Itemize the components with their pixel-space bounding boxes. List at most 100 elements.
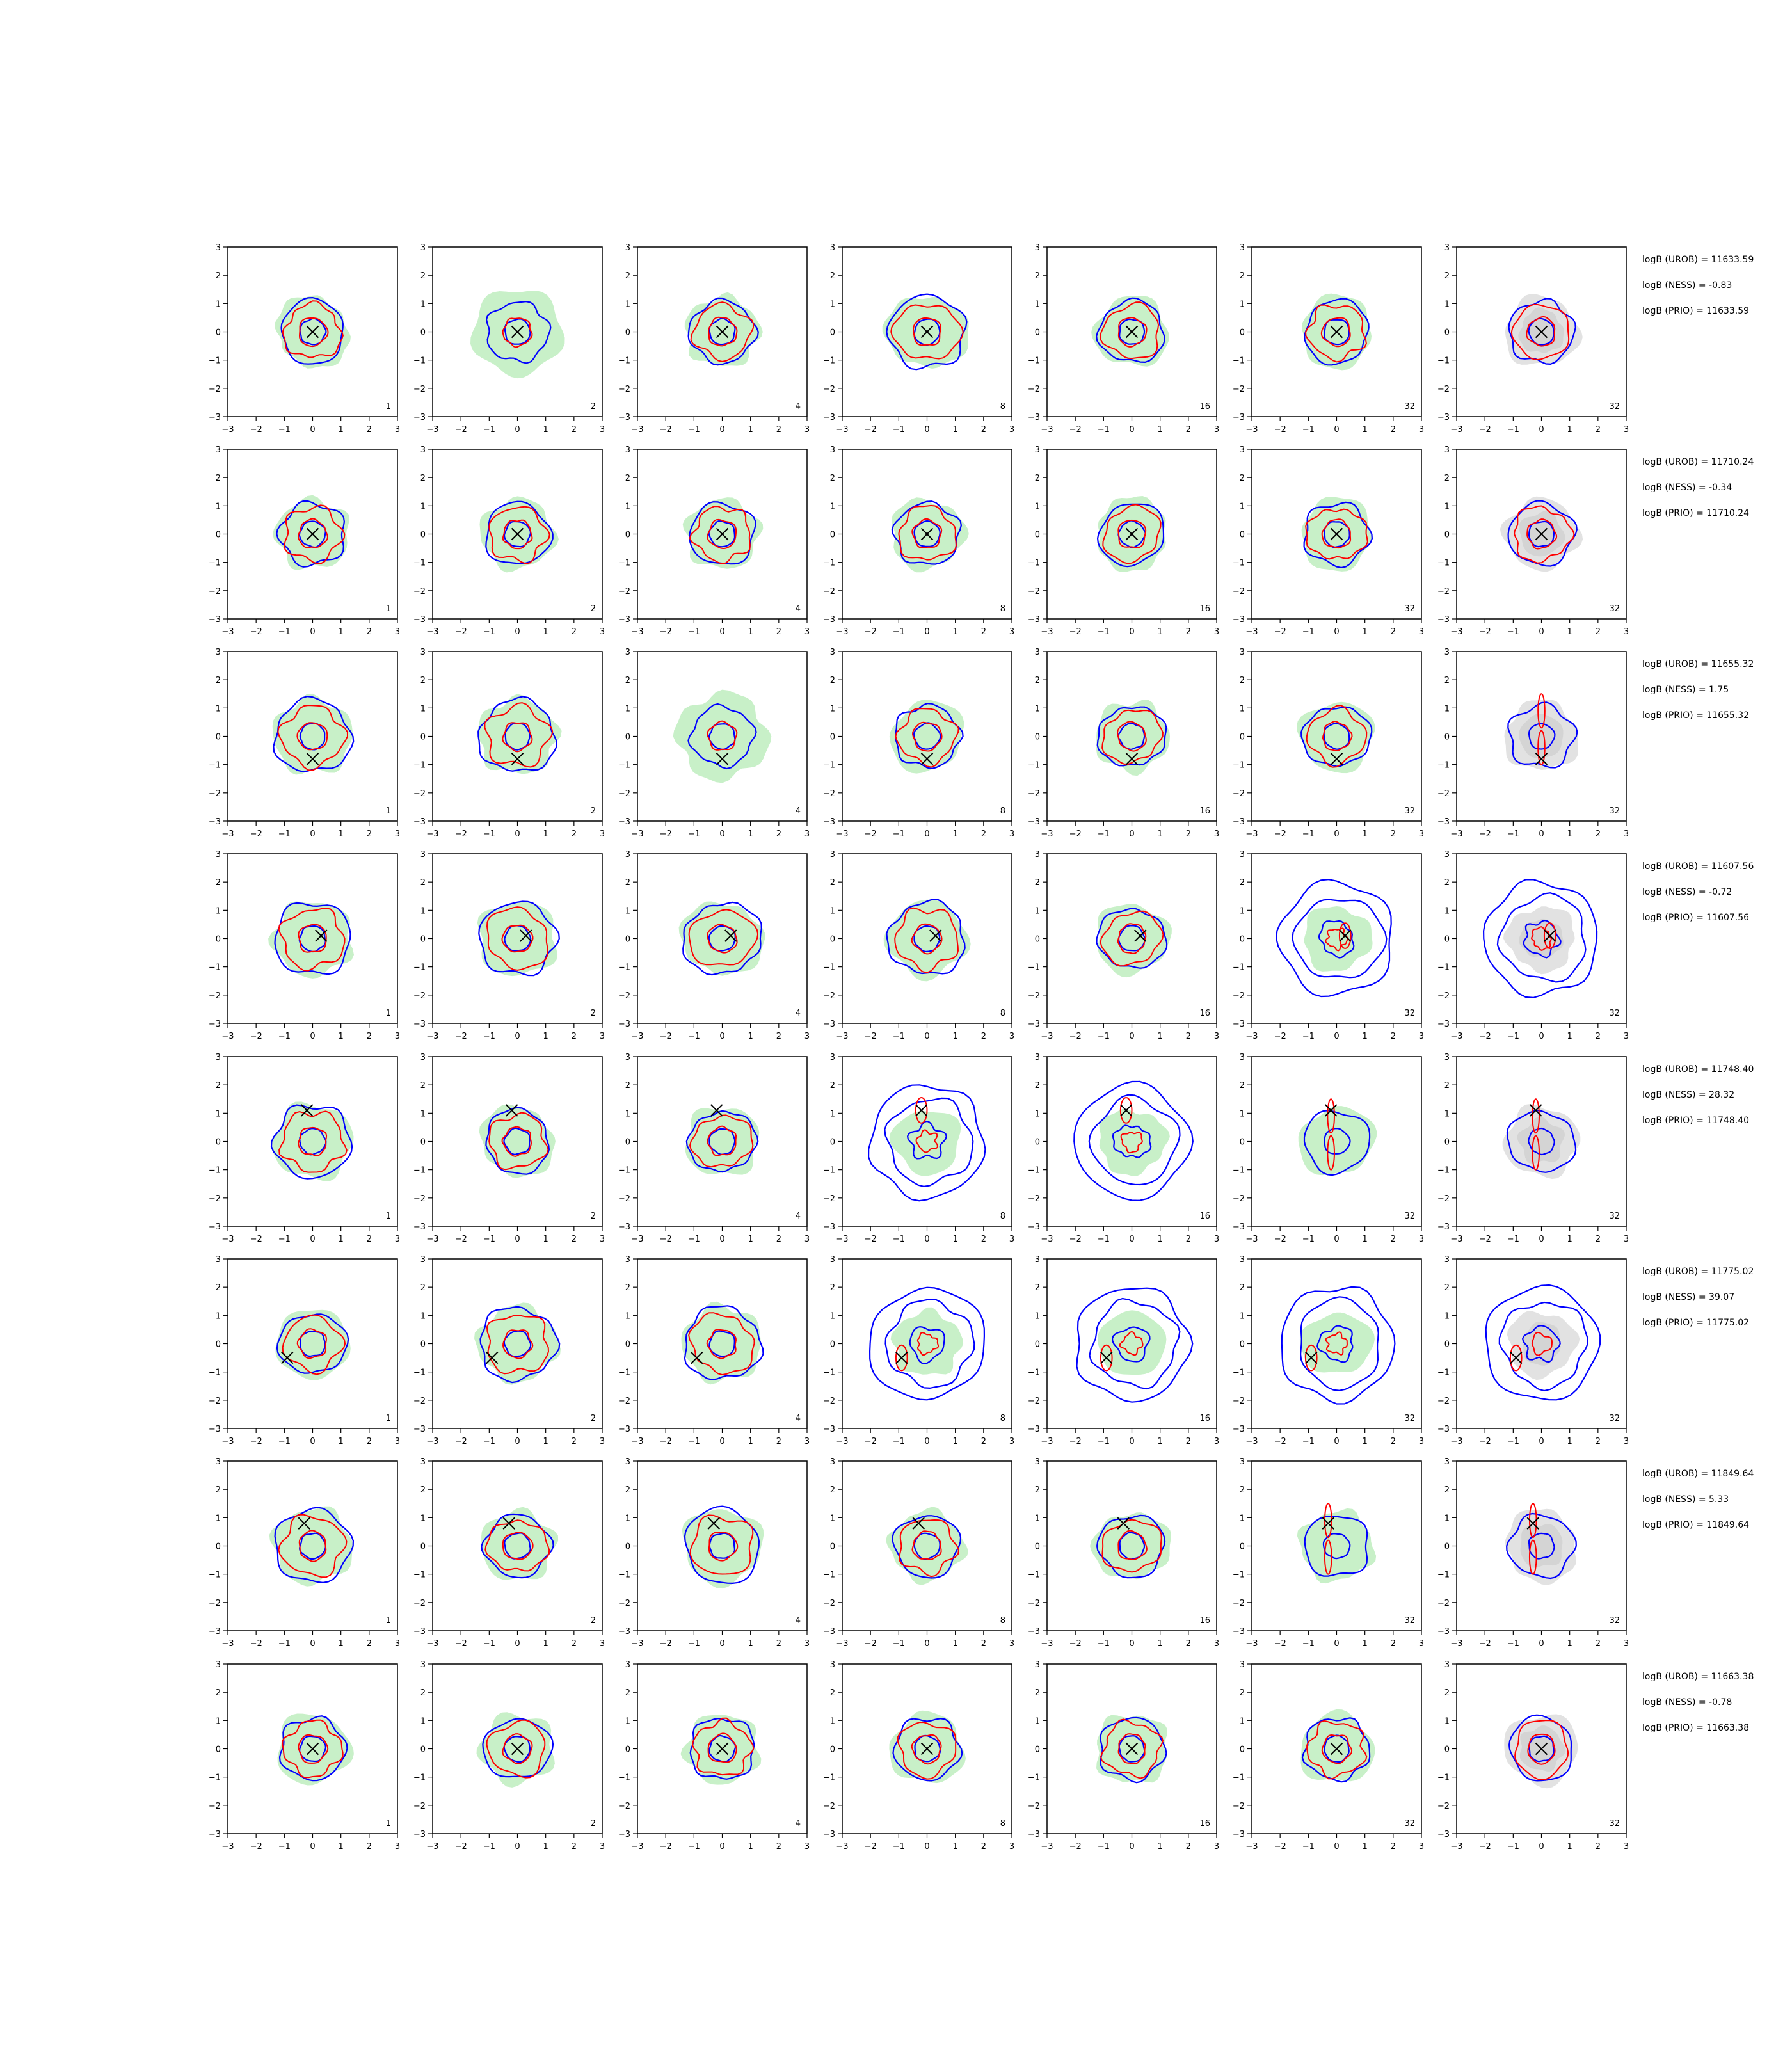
y-tick-label: 2 <box>1444 271 1450 281</box>
x-tick-label: 3 <box>1214 1639 1219 1649</box>
y-tick-label: 0 <box>1240 1542 1245 1552</box>
y-tick-label: 3 <box>1444 243 1450 253</box>
x-tick-label: −2 <box>1274 1842 1286 1852</box>
x-tick-label: 1 <box>1567 1842 1572 1852</box>
x-tick-label: 0 <box>924 425 929 435</box>
red-contour-inner <box>1117 519 1147 548</box>
blue-contour-mid <box>884 1097 974 1188</box>
red-contour <box>1338 922 1352 949</box>
y-tick-label: −2 <box>1028 1194 1040 1204</box>
blue-contour-outer <box>682 901 762 976</box>
blue-contour-mid <box>1498 1301 1588 1392</box>
y-tick-label: 3 <box>830 1660 835 1670</box>
y-tick-label: −1 <box>1233 1368 1245 1378</box>
panel-r8-c6: −3−3 −2 −2 −1 −1 0 0 1 1 2 2 3 3 32 <box>1233 1660 1424 1852</box>
x-tick-label: −1 <box>278 829 291 839</box>
panel-count-label: 2 <box>591 1819 596 1828</box>
red-contour-inner <box>912 721 943 752</box>
x-tick-label: 1 <box>748 1235 753 1244</box>
y-tick-label: 2 <box>216 878 221 888</box>
y-tick-label: −3 <box>823 817 835 827</box>
x-tick-label: −3 <box>1041 829 1053 839</box>
x-tick-label: −1 <box>483 829 495 839</box>
y-tick-label: 1 <box>1444 906 1450 916</box>
x-tick-label: 2 <box>1186 1437 1191 1446</box>
x-tick-label: −1 <box>1098 1032 1110 1041</box>
y-tick-label: −2 <box>1028 1802 1040 1811</box>
true-location-marker <box>1125 1742 1139 1756</box>
x-tick-label: 0 <box>1539 627 1544 637</box>
panel-r8-c7: −3−3 −2 −2 −1 −1 0 0 1 1 2 2 3 3 32 <box>1437 1660 1629 1852</box>
x-tick-label: −3 <box>1450 627 1462 637</box>
y-tick-label: 1 <box>1444 1311 1450 1321</box>
y-tick-label: −1 <box>1028 1773 1040 1783</box>
y-tick-label: 2 <box>216 1485 221 1495</box>
blue-contour-inner <box>1528 1127 1555 1156</box>
x-tick-label: −2 <box>660 1639 672 1649</box>
y-tick-label: 1 <box>1240 502 1245 511</box>
y-tick-label: −3 <box>1437 1222 1450 1232</box>
x-tick-label: −1 <box>1302 829 1315 839</box>
y-tick-label: 2 <box>625 271 630 281</box>
x-tick-label: 3 <box>1009 1842 1014 1852</box>
panel-count-label: 4 <box>796 1212 801 1221</box>
y-tick-label: −3 <box>823 1830 835 1839</box>
x-tick-label: −3 <box>221 1639 234 1649</box>
panel-r5-c2: −3−3 −2 −2 −1 −1 0 0 1 1 2 2 3 3 2 <box>413 1053 605 1244</box>
x-tick-label: 0 <box>1539 1032 1544 1041</box>
y-tick-label: −3 <box>618 615 630 625</box>
blue-contour-outer <box>479 1306 561 1384</box>
blue-contour-inner <box>298 520 326 548</box>
y-tick-label: 2 <box>830 1283 835 1293</box>
x-tick-label: −3 <box>836 1842 848 1852</box>
x-tick-label: −3 <box>221 425 234 435</box>
y-tick-label: 3 <box>625 1255 630 1265</box>
x-tick-label: 3 <box>1624 1842 1629 1852</box>
y-tick-label: 3 <box>216 1457 221 1467</box>
blue-contour-inner <box>1528 520 1555 548</box>
red-contour-inner <box>1117 1733 1146 1764</box>
red-contour-outer <box>282 1314 346 1375</box>
x-tick-label: −3 <box>631 425 643 435</box>
panel-r4-c6: −3−3 −2 −2 −1 −1 0 0 1 1 2 2 3 3 32 <box>1233 850 1424 1041</box>
red-contour-outer <box>1100 1718 1164 1779</box>
red-contour-inner <box>297 518 328 548</box>
blue-contour-inner <box>1324 1127 1351 1155</box>
y-tick-label: 1 <box>830 1109 835 1119</box>
density-fill <box>272 693 353 775</box>
x-tick-label: 2 <box>1391 1639 1396 1649</box>
y-tick-label: 2 <box>1444 474 1450 483</box>
y-tick-label: 1 <box>1240 906 1245 916</box>
x-tick-label: −2 <box>1069 627 1082 637</box>
panel-r4-c1: −3−3 −2 −2 −1 −1 0 0 1 1 2 2 3 3 1 <box>209 850 400 1041</box>
x-tick-label: −2 <box>1479 829 1491 839</box>
y-tick-label: −3 <box>1233 1020 1245 1029</box>
y-tick-label: 2 <box>1035 1081 1040 1091</box>
red-contour-inner <box>502 317 533 348</box>
density-fill <box>271 1101 354 1181</box>
x-tick-label: 1 <box>1567 1437 1572 1446</box>
y-tick-label: 1 <box>1035 704 1040 714</box>
density-fill <box>477 900 558 977</box>
panel-count-label: 32 <box>1404 402 1415 412</box>
logb-annotation: logB (NESS) = -0.72 <box>1642 887 1732 897</box>
panel-r5-c1: −3−3 −2 −2 −1 −1 0 0 1 1 2 2 3 3 1 <box>209 1053 400 1244</box>
red-contour-inner <box>296 722 328 751</box>
y-tick-label: 0 <box>1240 531 1245 540</box>
y-tick-label: 1 <box>1035 1311 1040 1321</box>
y-tick-label: 1 <box>625 1109 630 1119</box>
x-tick-label: 2 <box>367 1639 372 1649</box>
x-tick-label: 1 <box>339 1842 344 1852</box>
y-tick-label: 2 <box>830 1081 835 1091</box>
y-tick-label: 0 <box>1240 328 1245 338</box>
red-contour-inner <box>298 1530 327 1562</box>
true-location-marker <box>1339 929 1352 942</box>
x-tick-label: 3 <box>1624 425 1629 435</box>
panel-r5-c3: −3−3 −2 −2 −1 −1 0 0 1 1 2 2 3 3 4 <box>618 1053 810 1244</box>
logb-annotation: logB (UROB) = 11710.24 <box>1642 457 1754 467</box>
blue-contour-outer <box>687 297 759 366</box>
x-tick-label: −3 <box>221 1437 234 1446</box>
x-tick-label: 3 <box>804 1235 810 1244</box>
panel-count-label: 8 <box>1000 1414 1005 1423</box>
x-tick-label: 3 <box>1009 627 1014 637</box>
